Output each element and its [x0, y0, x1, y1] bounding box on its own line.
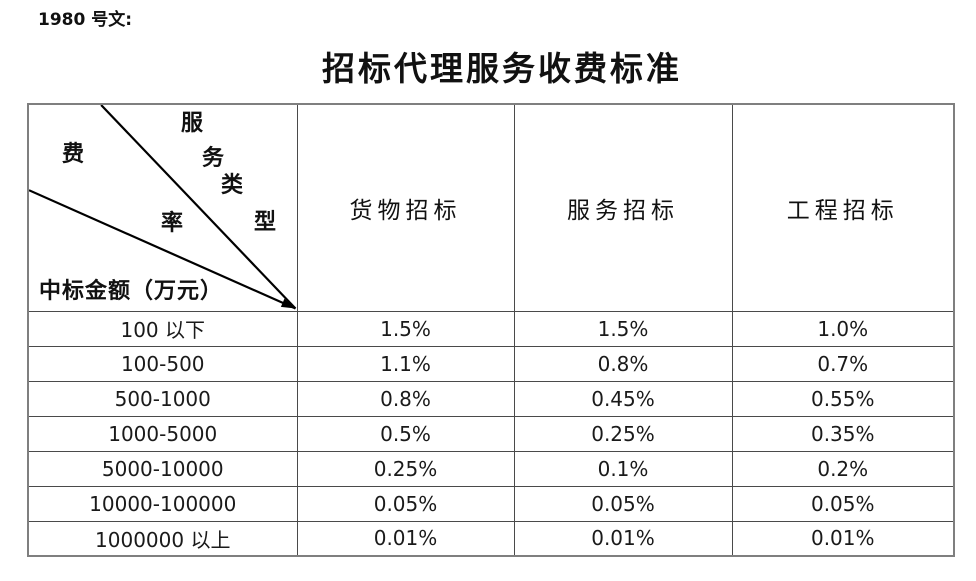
service-rate-cell: 1.5% — [513, 310, 733, 347]
engineering-rate-cell: 0.55% — [731, 380, 955, 417]
corner-label-service-char-1: 服 — [180, 110, 204, 135]
table-row: 1000-5000 0.5% 0.25% 0.35% — [27, 415, 955, 452]
goods-rate-cell: 1.5% — [296, 310, 515, 347]
page-title: 招标代理服务收费标准 — [322, 52, 682, 88]
column-header-service: 服务招标 — [513, 103, 733, 312]
goods-rate-cell: 0.8% — [296, 380, 515, 417]
amount-range-cell: 100 以下 — [27, 310, 298, 347]
engineering-rate-cell: 0.7% — [731, 345, 955, 382]
amount-range-cell: 5000-10000 — [27, 450, 298, 487]
engineering-rate-cell: 0.05% — [731, 485, 955, 522]
service-rate-cell: 0.8% — [513, 345, 733, 382]
table-row: 100 以下 1.5% 1.5% 1.0% — [27, 310, 955, 347]
amount-range-cell: 10000-100000 — [27, 485, 298, 522]
column-header-engineering: 工程招标 — [731, 103, 955, 312]
service-rate-cell: 0.1% — [513, 450, 733, 487]
corner-label-rate: 率 — [160, 210, 184, 235]
engineering-rate-cell: 0.35% — [731, 415, 955, 452]
corner-label-fee: 费 — [61, 141, 85, 166]
amount-range-cell: 100-500 — [27, 345, 298, 382]
table-row: 100-500 1.1% 0.8% 0.7% — [27, 345, 955, 382]
goods-rate-cell: 0.25% — [296, 450, 515, 487]
table-corner-cell: 费 率 服 务 类 型 中标金额（万元） — [27, 103, 298, 312]
engineering-rate-cell: 0.01% — [731, 520, 955, 557]
table-row: 500-1000 0.8% 0.45% 0.55% — [27, 380, 955, 417]
goods-rate-cell: 0.05% — [296, 485, 515, 522]
service-rate-cell: 0.01% — [513, 520, 733, 557]
fee-table: 费 率 服 务 类 型 中标金额（万元） 货物招标 服务招标 工程招标 100 … — [27, 103, 955, 557]
goods-rate-cell: 0.01% — [296, 520, 515, 557]
amount-range-cell: 1000000 以上 — [27, 520, 298, 557]
corner-label-service-char-3: 类 — [220, 172, 244, 197]
corner-label-service-char-4: 型 — [253, 209, 277, 234]
engineering-rate-cell: 1.0% — [731, 310, 955, 347]
corner-label-service-char-2: 务 — [201, 145, 225, 170]
column-header-goods: 货物招标 — [296, 103, 515, 312]
table-row: 5000-10000 0.25% 0.1% 0.2% — [27, 450, 955, 487]
corner-label-amount: 中标金额（万元） — [39, 277, 224, 303]
service-rate-cell: 0.45% — [513, 380, 733, 417]
service-rate-cell: 0.05% — [513, 485, 733, 522]
engineering-rate-cell: 0.2% — [731, 450, 955, 487]
table-header-row: 费 率 服 务 类 型 中标金额（万元） 货物招标 服务招标 工程招标 — [27, 103, 955, 312]
goods-rate-cell: 0.5% — [296, 415, 515, 452]
arrowhead-icon — [280, 298, 296, 309]
doc-number: 1980 号文: — [38, 10, 133, 30]
diagonal-divider-lines — [29, 105, 296, 310]
amount-range-cell: 500-1000 — [27, 380, 298, 417]
table-row: 10000-100000 0.05% 0.05% 0.05% — [27, 485, 955, 522]
amount-range-cell: 1000-5000 — [27, 415, 298, 452]
service-rate-cell: 0.25% — [513, 415, 733, 452]
goods-rate-cell: 1.1% — [296, 345, 515, 382]
table-row: 1000000 以上 0.01% 0.01% 0.01% — [27, 520, 955, 557]
